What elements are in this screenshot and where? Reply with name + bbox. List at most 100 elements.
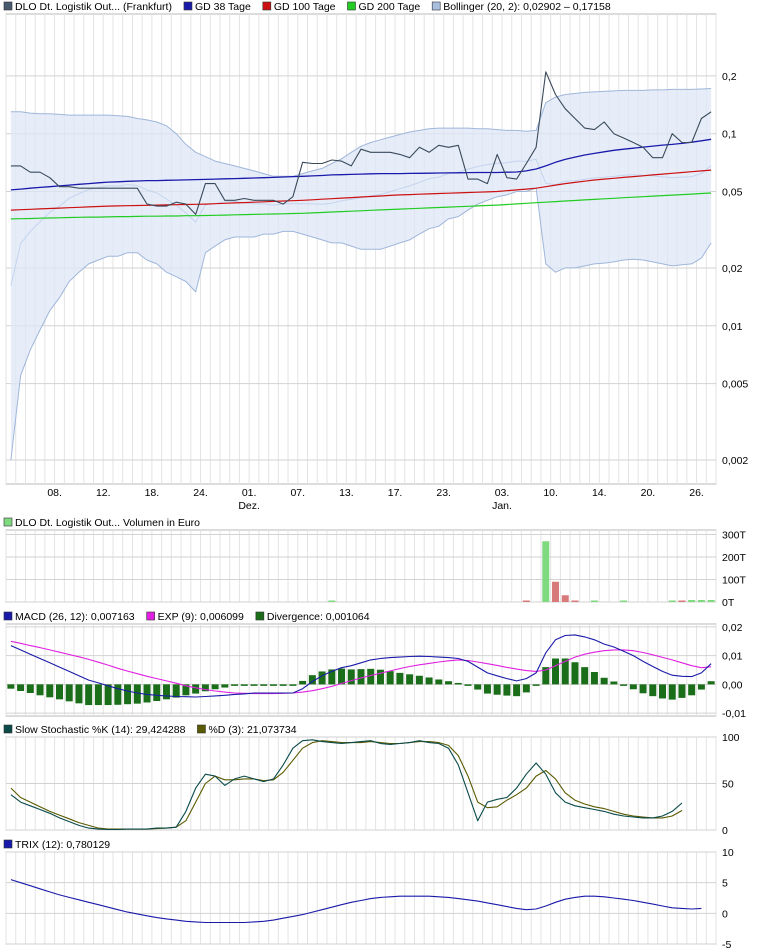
divergence-bar — [454, 682, 462, 685]
divergence-bar — [542, 667, 550, 685]
legend-label: DLO Dt. Logistik Out... (Frankfurt) — [15, 1, 172, 13]
legend-label: %D (3): 21,073734 — [208, 724, 296, 736]
divergence-bar — [240, 684, 248, 686]
divergence-bar — [289, 684, 297, 686]
x-tick-label: 26. — [689, 487, 704, 499]
legend-label: Divergence: 0,001064 — [267, 611, 370, 623]
gd-38-line — [10, 138, 712, 191]
volume-bar — [590, 600, 598, 602]
divergence-bar — [406, 674, 414, 685]
x-tick-label: 01. — [242, 487, 257, 499]
divergence-bar — [649, 684, 657, 697]
legend-swatch — [183, 1, 193, 11]
divergence-bar — [172, 684, 180, 698]
gd-200-line — [10, 192, 712, 220]
x-tick-label: 17. — [388, 487, 403, 499]
legend-label: GD 38 Tage — [195, 1, 251, 13]
divergence-bar — [493, 684, 501, 695]
volume-bar — [697, 599, 705, 602]
volume-y-tick-label: 300T — [722, 530, 747, 542]
legend-swatch — [3, 611, 13, 621]
price-y-tick-label: 0,01 — [722, 321, 743, 333]
legend-swatch — [3, 1, 13, 11]
divergence-bar — [678, 684, 686, 698]
divergence-bar — [318, 671, 326, 685]
divergence-bar — [697, 684, 705, 690]
macd-y-tick-label: 0,02 — [722, 622, 743, 634]
volume-plot-area — [5, 529, 717, 603]
divergence-bar — [182, 684, 190, 696]
divergence-bar — [707, 681, 715, 685]
divergence-bar — [415, 675, 423, 685]
bollinger-lower-line — [10, 187, 712, 461]
volume-bar — [571, 600, 579, 602]
x-tick-label: 12. — [96, 487, 111, 499]
divergence-bar — [357, 669, 365, 685]
divergence-bar — [464, 684, 472, 686]
legend-label: GD 100 Tage — [274, 1, 336, 13]
divergence-bar — [483, 684, 491, 694]
divergence-bar — [571, 662, 579, 685]
legend-swatch — [3, 839, 13, 849]
divergence-bar — [36, 684, 44, 696]
divergence-bar — [600, 677, 608, 685]
legend-label: GD 200 Tage — [359, 1, 421, 13]
legend-label: Slow Stochastic %K (14): 29,424288 — [15, 724, 186, 736]
divergence-bar — [532, 684, 540, 686]
price-y-tick-label: 0,2 — [722, 71, 737, 83]
divergence-bar — [425, 677, 433, 685]
divergence-bar — [347, 669, 355, 685]
trix-y-tick-label: 5 — [722, 878, 728, 890]
divergence-bar — [26, 684, 34, 693]
divergence-bar — [192, 684, 200, 694]
macd-exp-line — [10, 640, 712, 695]
bollinger-band-fill — [10, 88, 712, 460]
macd-y-tick-label: 0,00 — [722, 679, 743, 691]
divergence-bar — [659, 684, 667, 699]
x-tick-label: 14. — [592, 487, 607, 499]
divergence-bar — [269, 684, 277, 686]
legend-swatch — [255, 611, 265, 621]
divergence-bar — [522, 684, 530, 693]
volume-bar — [552, 581, 560, 602]
x-tick-label: 13. — [339, 487, 354, 499]
divergence-bar — [581, 667, 589, 685]
divergence-bar — [513, 684, 521, 697]
divergence-bar — [386, 671, 394, 685]
divergence-bar — [104, 684, 112, 706]
x-tick-label: 03. — [495, 487, 510, 499]
legend-swatch — [146, 611, 155, 621]
macd-line — [10, 634, 712, 698]
legend-swatch — [3, 724, 13, 734]
stochastic-k-line — [10, 739, 683, 831]
divergence-bar — [367, 668, 375, 685]
volume-bar — [668, 600, 676, 602]
volume-bar — [328, 600, 336, 602]
divergence-bar — [162, 684, 170, 700]
divergence-bar — [590, 672, 598, 685]
x-tick-label: 10. — [543, 487, 558, 499]
divergence-bar — [55, 684, 63, 700]
divergence-bar — [7, 684, 15, 689]
divergence-bar — [503, 684, 511, 696]
divergence-bar — [639, 684, 647, 694]
volume-bar — [522, 600, 530, 602]
volume-y-tick-label: 200T — [722, 552, 747, 564]
trix-y-tick-label: 10 — [722, 847, 734, 859]
legend-label: TRIX (12): 0,780129 — [15, 839, 110, 851]
divergence-bar — [668, 684, 676, 700]
trix-line — [10, 879, 702, 924]
volume-bar — [707, 599, 715, 602]
divergence-bar — [620, 684, 628, 686]
divergence-bar — [221, 684, 229, 688]
price-y-tick-label: 0,02 — [722, 263, 743, 275]
trix-y-tick-label: -5 — [722, 939, 731, 951]
divergence-bar — [46, 684, 54, 698]
divergence-bar — [94, 684, 102, 706]
x-tick-sublabel: Dez. — [238, 500, 260, 512]
volume-bar — [620, 600, 628, 602]
divergence-bar — [445, 681, 453, 685]
divergence-bar — [688, 684, 696, 696]
legend-label: Bollinger (20, 2): 0,02902 – 0,17158 — [443, 1, 611, 13]
